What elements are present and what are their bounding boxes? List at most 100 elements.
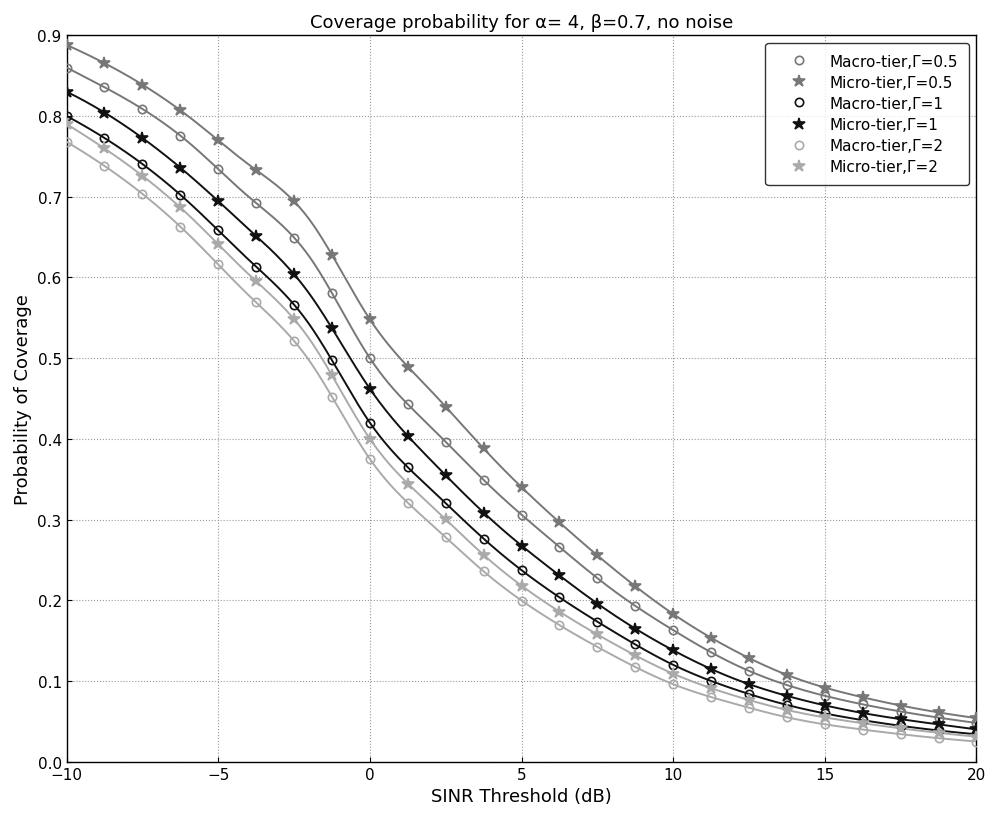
Line: Macro-tier,Γ=2: Macro-tier,Γ=2	[62, 138, 981, 746]
Macro-tier,Γ=2	[61, 138, 73, 147]
Macro-tier,Γ=2	[705, 692, 717, 702]
Macro-tier,Γ=0.5	[364, 354, 376, 364]
Macro-tier,Γ=2	[591, 642, 603, 652]
Micro-tier,Γ=2	[440, 515, 452, 525]
Micro-tier,Γ=2	[174, 203, 186, 213]
Micro-tier,Γ=2	[364, 434, 376, 444]
Macro-tier,Γ=0.5	[98, 84, 110, 93]
Micro-tier,Γ=2	[136, 172, 148, 182]
Macro-tier,Γ=1	[402, 463, 414, 473]
Micro-tier,Γ=1	[743, 680, 755, 690]
Y-axis label: Probability of Coverage: Probability of Coverage	[14, 294, 32, 505]
Micro-tier,Γ=1	[288, 270, 300, 280]
Macro-tier,Γ=1	[98, 134, 110, 144]
Micro-tier,Γ=0.5	[895, 701, 907, 711]
Macro-tier,Γ=0.5	[61, 64, 73, 74]
Micro-tier,Γ=2	[629, 650, 641, 660]
Micro-tier,Γ=1	[516, 541, 528, 551]
Macro-tier,Γ=1	[516, 566, 528, 576]
Macro-tier,Γ=2	[516, 596, 528, 606]
Micro-tier,Γ=2	[705, 683, 717, 693]
Micro-tier,Γ=1	[250, 232, 262, 242]
Micro-tier,Γ=2	[970, 732, 982, 742]
Micro-tier,Γ=1	[174, 164, 186, 174]
Micro-tier,Γ=1	[970, 725, 982, 735]
Macro-tier,Γ=0.5	[591, 573, 603, 583]
Micro-tier,Γ=0.5	[933, 708, 945, 717]
Micro-tier,Γ=0.5	[326, 251, 338, 260]
Macro-tier,Γ=0.5	[667, 626, 679, 636]
Macro-tier,Γ=0.5	[781, 681, 793, 690]
Macro-tier,Γ=0.5	[212, 165, 224, 174]
Micro-tier,Γ=2	[98, 144, 110, 154]
Micro-tier,Γ=1	[136, 133, 148, 143]
Macro-tier,Γ=0.5	[288, 233, 300, 243]
Micro-tier,Γ=2	[743, 695, 755, 705]
Micro-tier,Γ=1	[553, 571, 565, 581]
Micro-tier,Γ=2	[250, 277, 262, 287]
Macro-tier,Γ=2	[819, 720, 831, 730]
Macro-tier,Γ=1	[553, 593, 565, 603]
Macro-tier,Γ=0.5	[970, 718, 982, 728]
Macro-tier,Γ=1	[629, 640, 641, 649]
Macro-tier,Γ=1	[136, 160, 148, 170]
Line: Micro-tier,Γ=1: Micro-tier,Γ=1	[60, 86, 983, 735]
Macro-tier,Γ=1	[591, 617, 603, 627]
Macro-tier,Γ=0.5	[553, 542, 565, 552]
Micro-tier,Γ=0.5	[743, 654, 755, 663]
Macro-tier,Γ=0.5	[174, 132, 186, 142]
Macro-tier,Γ=2	[781, 713, 793, 722]
Macro-tier,Γ=1	[933, 726, 945, 735]
Macro-tier,Γ=0.5	[705, 648, 717, 658]
Micro-tier,Γ=0.5	[174, 106, 186, 116]
Micro-tier,Γ=0.5	[61, 41, 73, 51]
Macro-tier,Γ=1	[364, 419, 376, 428]
Macro-tier,Γ=1	[174, 191, 186, 201]
Line: Macro-tier,Γ=1: Macro-tier,Γ=1	[62, 113, 981, 739]
Micro-tier,Γ=2	[667, 669, 679, 679]
Macro-tier,Γ=2	[402, 498, 414, 508]
Micro-tier,Γ=0.5	[440, 402, 452, 412]
Micro-tier,Γ=2	[933, 728, 945, 738]
Macro-tier,Γ=2	[326, 392, 338, 402]
Macro-tier,Γ=2	[98, 162, 110, 172]
Micro-tier,Γ=2	[288, 314, 300, 324]
Micro-tier,Γ=1	[857, 708, 869, 718]
Micro-tier,Γ=0.5	[819, 683, 831, 693]
Micro-tier,Γ=1	[402, 432, 414, 441]
Micro-tier,Γ=0.5	[553, 518, 565, 527]
Micro-tier,Γ=1	[705, 664, 717, 674]
X-axis label: SINR Threshold (dB): SINR Threshold (dB)	[431, 787, 612, 805]
Macro-tier,Γ=2	[743, 703, 755, 713]
Macro-tier,Γ=0.5	[440, 437, 452, 447]
Micro-tier,Γ=0.5	[98, 59, 110, 69]
Title: Coverage probability for α= 4, β=0.7, no noise: Coverage probability for α= 4, β=0.7, no…	[310, 14, 733, 32]
Micro-tier,Γ=0.5	[857, 693, 869, 703]
Macro-tier,Γ=1	[781, 700, 793, 710]
Micro-tier,Γ=0.5	[364, 315, 376, 325]
Macro-tier,Γ=2	[667, 680, 679, 690]
Macro-tier,Γ=1	[857, 715, 869, 725]
Macro-tier,Γ=0.5	[933, 713, 945, 722]
Macro-tier,Γ=2	[212, 260, 224, 270]
Macro-tier,Γ=0.5	[629, 601, 641, 611]
Macro-tier,Γ=0.5	[402, 400, 414, 410]
Micro-tier,Γ=0.5	[250, 165, 262, 175]
Macro-tier,Γ=2	[895, 730, 907, 740]
Micro-tier,Γ=0.5	[136, 80, 148, 90]
Micro-tier,Γ=1	[819, 700, 831, 710]
Micro-tier,Γ=2	[326, 371, 338, 381]
Micro-tier,Γ=2	[402, 479, 414, 489]
Macro-tier,Γ=2	[629, 663, 641, 672]
Micro-tier,Γ=1	[440, 471, 452, 481]
Micro-tier,Γ=1	[478, 508, 490, 518]
Macro-tier,Γ=2	[364, 455, 376, 464]
Macro-tier,Γ=2	[970, 737, 982, 747]
Micro-tier,Γ=2	[478, 550, 490, 560]
Macro-tier,Γ=2	[933, 733, 945, 743]
Macro-tier,Γ=0.5	[743, 666, 755, 676]
Micro-tier,Γ=1	[326, 324, 338, 333]
Macro-tier,Γ=2	[174, 223, 186, 233]
Macro-tier,Γ=1	[440, 499, 452, 509]
Micro-tier,Γ=0.5	[591, 550, 603, 560]
